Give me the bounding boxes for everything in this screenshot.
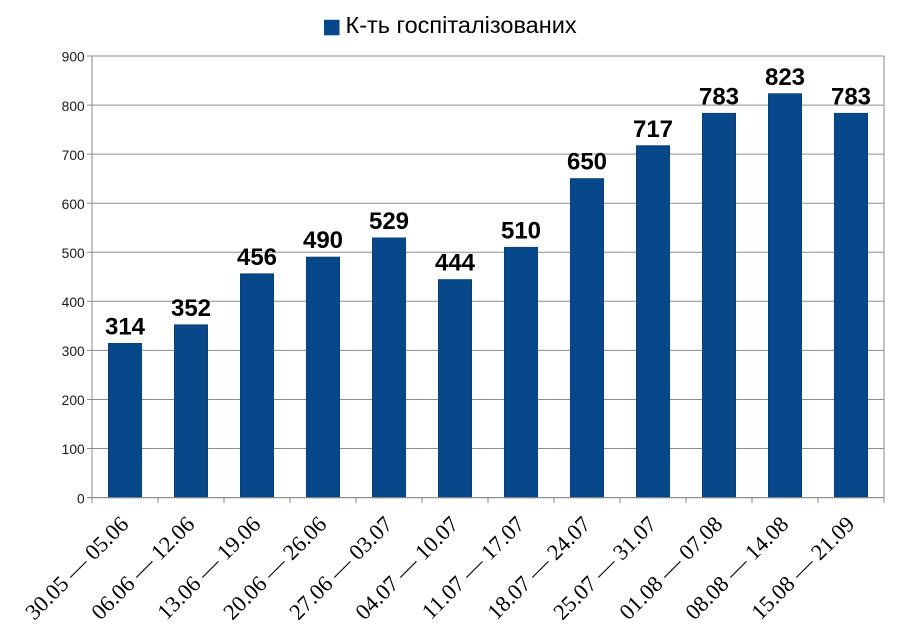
svg-text:300: 300 <box>62 344 85 359</box>
svg-text:К-ть госпіталізованих: К-ть госпіталізованих <box>346 12 577 38</box>
svg-text:900: 900 <box>62 50 85 65</box>
svg-text:783: 783 <box>831 83 871 110</box>
svg-text:600: 600 <box>62 197 85 212</box>
svg-text:456: 456 <box>237 244 277 271</box>
svg-text:510: 510 <box>501 217 541 244</box>
svg-text:717: 717 <box>633 116 673 143</box>
svg-text:800: 800 <box>62 99 85 114</box>
svg-text:529: 529 <box>369 208 409 235</box>
svg-text:0: 0 <box>77 491 85 506</box>
svg-text:650: 650 <box>567 149 607 176</box>
svg-text:314: 314 <box>105 314 146 341</box>
svg-text:200: 200 <box>62 393 85 408</box>
svg-text:490: 490 <box>303 227 343 254</box>
svg-text:823: 823 <box>765 64 805 91</box>
svg-text:400: 400 <box>62 295 85 310</box>
svg-text:700: 700 <box>62 148 85 163</box>
svg-text:783: 783 <box>699 83 739 110</box>
svg-text:100: 100 <box>62 442 85 457</box>
svg-text:500: 500 <box>62 246 85 261</box>
svg-text:444: 444 <box>435 250 476 277</box>
svg-text:352: 352 <box>171 295 211 322</box>
